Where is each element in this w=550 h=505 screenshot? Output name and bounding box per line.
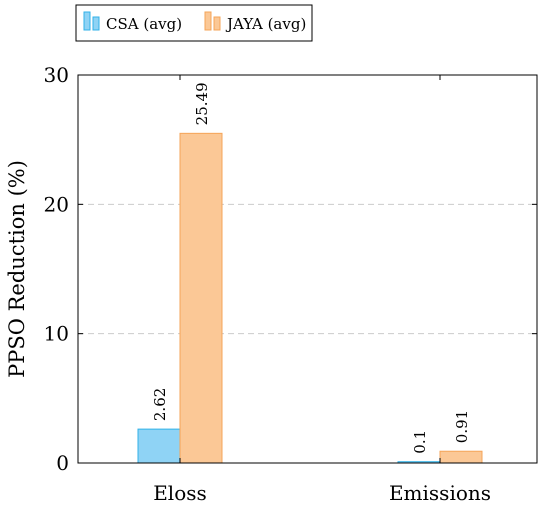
x-axis-ticks: Eloss Emissions — [153, 75, 491, 505]
y-tick-label: 20 — [44, 192, 69, 216]
x-tick-label: Eloss — [153, 481, 207, 505]
legend-label: CSA (avg) — [106, 15, 182, 33]
legend: CSA (avg) JAYA (avg) — [75, 4, 313, 42]
bar — [179, 132, 223, 464]
y-tick-label: 10 — [44, 322, 69, 346]
bar-value-label: 2.62 — [151, 388, 169, 421]
x-tick-label: Emissions — [389, 481, 491, 505]
plot-frame — [77, 74, 538, 464]
legend-swatch — [213, 16, 221, 31]
legend-swatch — [204, 11, 212, 31]
y-tick-label: 30 — [44, 63, 69, 87]
legend-swatch — [92, 16, 100, 31]
y-axis-label: PPSO Reduction (%) — [5, 160, 29, 378]
y-axis-ticks: 0 10 20 30 — [44, 63, 537, 475]
bar — [137, 428, 181, 464]
bar — [439, 450, 483, 464]
bar-value-label: 0.91 — [453, 410, 471, 443]
legend-label: JAYA (avg) — [225, 15, 306, 33]
legend-swatch — [83, 11, 91, 31]
legend-box — [75, 4, 313, 42]
bars — [137, 132, 483, 464]
bar-value-label: 0.1 — [411, 430, 429, 454]
bar-value-label: 25.49 — [193, 82, 211, 125]
bar-labels: 2.62 25.49 0.1 0.91 — [151, 82, 471, 453]
grid-lines — [78, 203, 537, 335]
y-tick-label: 0 — [56, 451, 69, 475]
